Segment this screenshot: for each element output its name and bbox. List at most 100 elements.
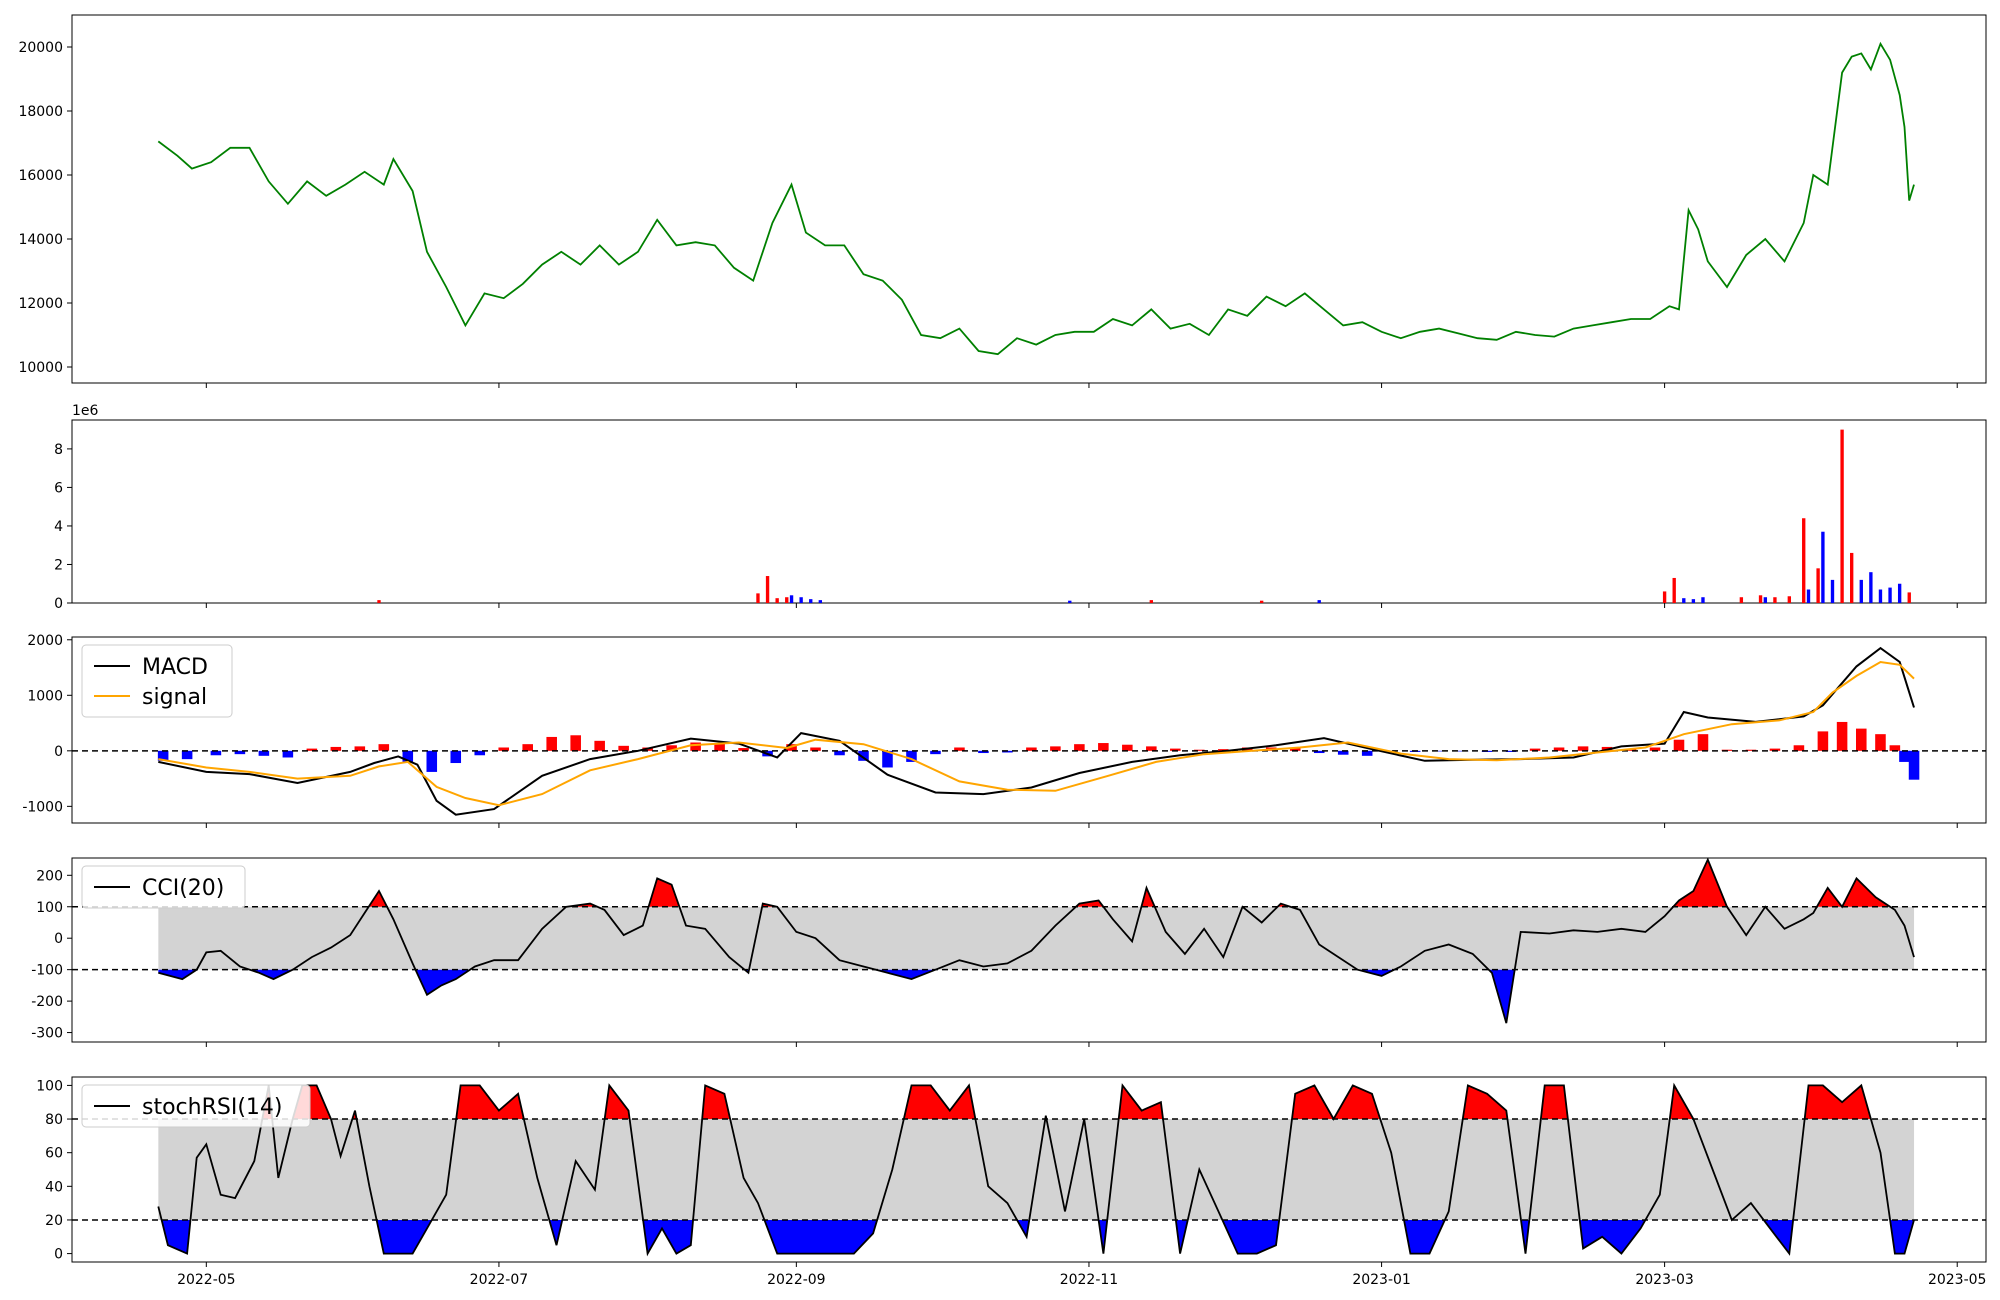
x-tick-label: 2022-05 <box>177 1272 236 1288</box>
cci-ytick-label: 0 <box>54 931 63 947</box>
volume-ytick-label: 2 <box>54 557 63 573</box>
cci-ytick-label: -100 <box>31 963 63 979</box>
stochrsi-overbought-fill <box>262 1085 1871 1119</box>
macd-histogram-bar <box>1218 749 1229 751</box>
macd-histogram-bar <box>1433 750 1445 752</box>
cci-ytick-label: -200 <box>31 994 63 1010</box>
macd-histogram-bar <box>354 746 366 751</box>
stochrsi-panel: 0 20 40 60 80 100 stochRSI(14) <box>36 1076 1987 1267</box>
volume-bar-up <box>1816 568 1820 603</box>
volume-bar-up <box>377 600 381 603</box>
macd-ytick-label: 2000 <box>27 633 63 649</box>
macd-histogram-bar <box>1697 734 1709 751</box>
macd-histogram-bar <box>1505 750 1517 752</box>
stochrsi-ytick-label: 20 <box>45 1213 63 1229</box>
macd-histogram-bar <box>1745 749 1757 751</box>
volume-bar-down <box>1068 600 1072 603</box>
macd-histogram-bar <box>378 744 390 751</box>
shared-date-x-axis: 2022-05 2022-07 2022-09 2022-11 2023-01 2023-… <box>177 1272 1986 1288</box>
cci-ytick-label: 200 <box>36 868 63 884</box>
macd-histogram-bar <box>834 750 845 756</box>
macd-histogram-bar <box>157 750 169 761</box>
macd-histogram-bar <box>1908 750 1920 780</box>
macd-histogram-bar <box>522 744 533 751</box>
macd-legend-label: MACD <box>142 655 208 680</box>
volume-ytick-label: 4 <box>54 519 63 535</box>
macd-histogram-bar <box>1553 747 1565 751</box>
stochrsi-ytick-label: 0 <box>54 1247 63 1263</box>
volume-bar-up <box>1662 591 1667 603</box>
macd-histogram-bar <box>930 750 941 755</box>
volume-ytick-label: 0 <box>54 596 63 612</box>
macd-legend-box <box>81 644 233 718</box>
macd-histogram-bar <box>1361 750 1373 756</box>
macd-histogram-bar <box>306 748 318 751</box>
macd-histogram-bar <box>1889 745 1901 751</box>
macd-histogram-bar <box>1673 739 1685 751</box>
cci-ytick-label: 100 <box>36 900 63 916</box>
volume-bar-down <box>1830 579 1835 603</box>
macd-histogram-bar <box>402 750 414 762</box>
stochrsi-ytick-label: 100 <box>36 1078 63 1094</box>
macd-histogram-bar <box>1074 744 1085 751</box>
volume-bar-up <box>1802 518 1806 603</box>
stochrsi-ytick-label: 40 <box>45 1179 63 1195</box>
price-ytick-label: 18000 <box>18 104 63 120</box>
volume-bar-up <box>1850 552 1854 603</box>
macd-ytick-label: -1000 <box>22 799 63 815</box>
cci-neutral-band <box>158 906 1915 970</box>
volume-bar-up <box>1149 600 1154 603</box>
macd-histogram-bar <box>234 750 246 755</box>
macd-histogram-bar <box>1146 746 1157 751</box>
macd-histogram-bar <box>738 748 749 751</box>
volume-bar-down <box>1859 579 1863 603</box>
cci-axes-frame <box>71 857 1987 1043</box>
macd-histogram-bar <box>1170 748 1181 751</box>
macd-legend-label: signal <box>142 685 207 710</box>
price-line <box>157 41 1915 356</box>
x-tick-label: 2023-03 <box>1635 1272 1694 1288</box>
macd-histogram-bar <box>1577 746 1589 751</box>
macd-histogram-bar <box>1122 744 1133 751</box>
volume-axes-frame <box>71 419 1987 604</box>
volume-bar-down <box>1888 587 1892 603</box>
macd-histogram-bar <box>181 750 193 760</box>
volume-bar-up <box>1758 595 1763 603</box>
stochrsi-legend-label: stochRSI(14) <box>142 1095 283 1120</box>
volume-bar-up <box>1773 597 1777 603</box>
macd-histogram-bar <box>282 750 294 758</box>
volume-bar-down <box>799 597 803 603</box>
macd-histogram-bar <box>210 750 222 756</box>
macd-histogram-bar <box>1836 721 1848 751</box>
macd-histogram-bar <box>570 735 581 751</box>
volume-bar-up <box>1259 600 1264 603</box>
volume-bar-down <box>1701 597 1705 603</box>
volume-bar-down <box>1869 572 1873 603</box>
volume-bar-up <box>775 598 779 603</box>
macd-histogram-bar <box>546 736 557 751</box>
cci-legend-label: CCI(20) <box>142 876 224 901</box>
macd-histogram-bar <box>474 750 486 756</box>
macd-histogram-bar <box>810 747 821 751</box>
macd-histogram-bar <box>1793 745 1805 751</box>
macd-histogram-bar <box>498 747 510 751</box>
price-ytick-label: 10000 <box>18 360 63 376</box>
cci-ytick-label: -300 <box>31 1026 63 1042</box>
macd-axes-frame <box>71 636 1987 824</box>
macd-histogram-bar <box>1817 731 1829 751</box>
macd-histogram-bar <box>1856 728 1867 751</box>
macd-histogram-bar <box>1649 747 1661 751</box>
macd-histogram-bar <box>1337 750 1349 755</box>
volume-bar-up <box>1739 597 1744 603</box>
macd-histogram-bar <box>594 740 605 751</box>
stochrsi-legend-box <box>81 1084 311 1128</box>
x-tick-label: 2022-07 <box>470 1272 529 1288</box>
volume-bar-down <box>1682 598 1686 603</box>
x-tick-label: 2022-09 <box>767 1272 826 1288</box>
volume-bar-down <box>809 599 813 603</box>
price-ytick-label: 12000 <box>18 296 63 312</box>
stochrsi-line <box>157 1082 1915 1257</box>
cci-panel: -300 -200 -100 0 100 200 CCI(20) <box>31 857 1987 1047</box>
volume-bar-up <box>756 593 760 603</box>
volume-bar-down <box>1691 599 1696 603</box>
